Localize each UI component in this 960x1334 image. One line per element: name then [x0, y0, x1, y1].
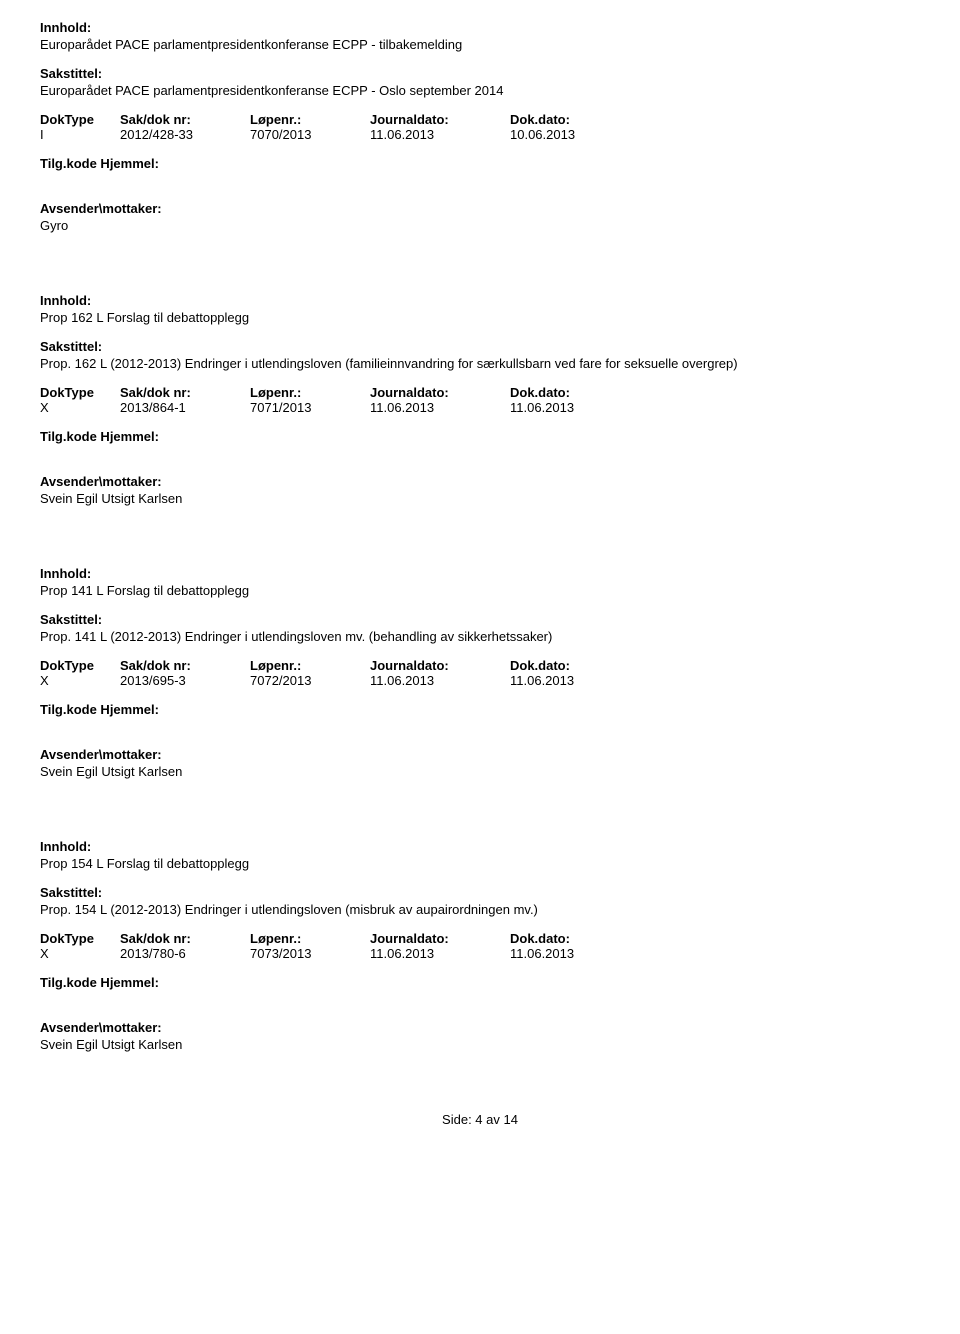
sakstittel-label: Sakstittel: — [40, 612, 920, 627]
lopenr-value: 7073/2013 — [250, 946, 370, 961]
journaldato-header: Journaldato: — [370, 931, 510, 946]
columns-row: I 2012/428-33 7070/2013 11.06.2013 10.06… — [40, 127, 920, 142]
record: Innhold: Prop 154 L Forslag til debattop… — [40, 839, 920, 1052]
hjemmel-label: Tilg.kode Hjemmel: — [40, 156, 920, 171]
innhold-value: Europarådet PACE parlamentpresidentkonfe… — [40, 37, 920, 52]
doktype-header: DokType — [40, 931, 120, 946]
hjemmel-label: Tilg.kode Hjemmel: — [40, 702, 920, 717]
dokdato-value: 10.06.2013 — [510, 127, 650, 142]
columns-header: DokType Sak/dok nr: Løpenr.: Journaldato… — [40, 658, 920, 673]
dokdato-header: Dok.dato: — [510, 112, 650, 127]
lopenr-value: 7072/2013 — [250, 673, 370, 688]
saknr-header: Sak/dok nr: — [120, 112, 250, 127]
sakstittel-label: Sakstittel: — [40, 339, 920, 354]
columns-header: DokType Sak/dok nr: Løpenr.: Journaldato… — [40, 931, 920, 946]
journaldato-value: 11.06.2013 — [370, 400, 510, 415]
innhold-label: Innhold: — [40, 566, 920, 581]
saknr-value: 2013/864-1 — [120, 400, 250, 415]
dokdato-header: Dok.dato: — [510, 658, 650, 673]
dokdato-header: Dok.dato: — [510, 385, 650, 400]
avsender-value: Svein Egil Utsigt Karlsen — [40, 1037, 920, 1052]
saknr-header: Sak/dok nr: — [120, 658, 250, 673]
sakstittel-label: Sakstittel: — [40, 885, 920, 900]
avsender-value: Gyro — [40, 218, 920, 233]
lopenr-header: Løpenr.: — [250, 385, 370, 400]
lopenr-value: 7070/2013 — [250, 127, 370, 142]
doktype-header: DokType — [40, 658, 120, 673]
sakstittel-value: Europarådet PACE parlamentpresidentkonfe… — [40, 83, 920, 98]
record: Innhold: Prop 162 L Forslag til debattop… — [40, 293, 920, 506]
saknr-header: Sak/dok nr: — [120, 385, 250, 400]
journaldato-header: Journaldato: — [370, 112, 510, 127]
avsender-label: Avsender\mottaker: — [40, 747, 920, 762]
saknr-value: 2013/780-6 — [120, 946, 250, 961]
avsender-value: Svein Egil Utsigt Karlsen — [40, 764, 920, 779]
record: Innhold: Prop 141 L Forslag til debattop… — [40, 566, 920, 779]
doktype-header: DokType — [40, 385, 120, 400]
dokdato-value: 11.06.2013 — [510, 673, 650, 688]
columns-row: X 2013/695-3 7072/2013 11.06.2013 11.06.… — [40, 673, 920, 688]
columns-header: DokType Sak/dok nr: Løpenr.: Journaldato… — [40, 385, 920, 400]
innhold-value: Prop 141 L Forslag til debattopplegg — [40, 583, 920, 598]
innhold-label: Innhold: — [40, 20, 920, 35]
journaldato-header: Journaldato: — [370, 658, 510, 673]
innhold-value: Prop 162 L Forslag til debattopplegg — [40, 310, 920, 325]
dokdato-value: 11.06.2013 — [510, 400, 650, 415]
sakstittel-value: Prop. 141 L (2012-2013) Endringer i utle… — [40, 629, 920, 644]
journaldato-header: Journaldato: — [370, 385, 510, 400]
innhold-label: Innhold: — [40, 839, 920, 854]
lopenr-value: 7071/2013 — [250, 400, 370, 415]
avsender-label: Avsender\mottaker: — [40, 201, 920, 216]
sakstittel-value: Prop. 162 L (2012-2013) Endringer i utle… — [40, 356, 920, 371]
doktype-value: X — [40, 400, 120, 415]
dokdato-value: 11.06.2013 — [510, 946, 650, 961]
columns-header: DokType Sak/dok nr: Løpenr.: Journaldato… — [40, 112, 920, 127]
sakstittel-label: Sakstittel: — [40, 66, 920, 81]
lopenr-header: Løpenr.: — [250, 658, 370, 673]
innhold-label: Innhold: — [40, 293, 920, 308]
hjemmel-label: Tilg.kode Hjemmel: — [40, 975, 920, 990]
journaldato-value: 11.06.2013 — [370, 127, 510, 142]
lopenr-header: Løpenr.: — [250, 112, 370, 127]
saknr-value: 2012/428-33 — [120, 127, 250, 142]
journaldato-value: 11.06.2013 — [370, 946, 510, 961]
avsender-label: Avsender\mottaker: — [40, 1020, 920, 1035]
doktype-value: X — [40, 946, 120, 961]
innhold-value: Prop 154 L Forslag til debattopplegg — [40, 856, 920, 871]
saknr-value: 2013/695-3 — [120, 673, 250, 688]
record: Innhold: Europarådet PACE parlamentpresi… — [40, 20, 920, 233]
doktype-value: X — [40, 673, 120, 688]
journaldato-value: 11.06.2013 — [370, 673, 510, 688]
saknr-header: Sak/dok nr: — [120, 931, 250, 946]
doktype-value: I — [40, 127, 120, 142]
columns-row: X 2013/864-1 7071/2013 11.06.2013 11.06.… — [40, 400, 920, 415]
hjemmel-label: Tilg.kode Hjemmel: — [40, 429, 920, 444]
doktype-header: DokType — [40, 112, 120, 127]
avsender-label: Avsender\mottaker: — [40, 474, 920, 489]
dokdato-header: Dok.dato: — [510, 931, 650, 946]
lopenr-header: Løpenr.: — [250, 931, 370, 946]
avsender-value: Svein Egil Utsigt Karlsen — [40, 491, 920, 506]
sakstittel-value: Prop. 154 L (2012-2013) Endringer i utle… — [40, 902, 920, 917]
page-footer: Side: 4 av 14 — [40, 1112, 920, 1127]
columns-row: X 2013/780-6 7073/2013 11.06.2013 11.06.… — [40, 946, 920, 961]
